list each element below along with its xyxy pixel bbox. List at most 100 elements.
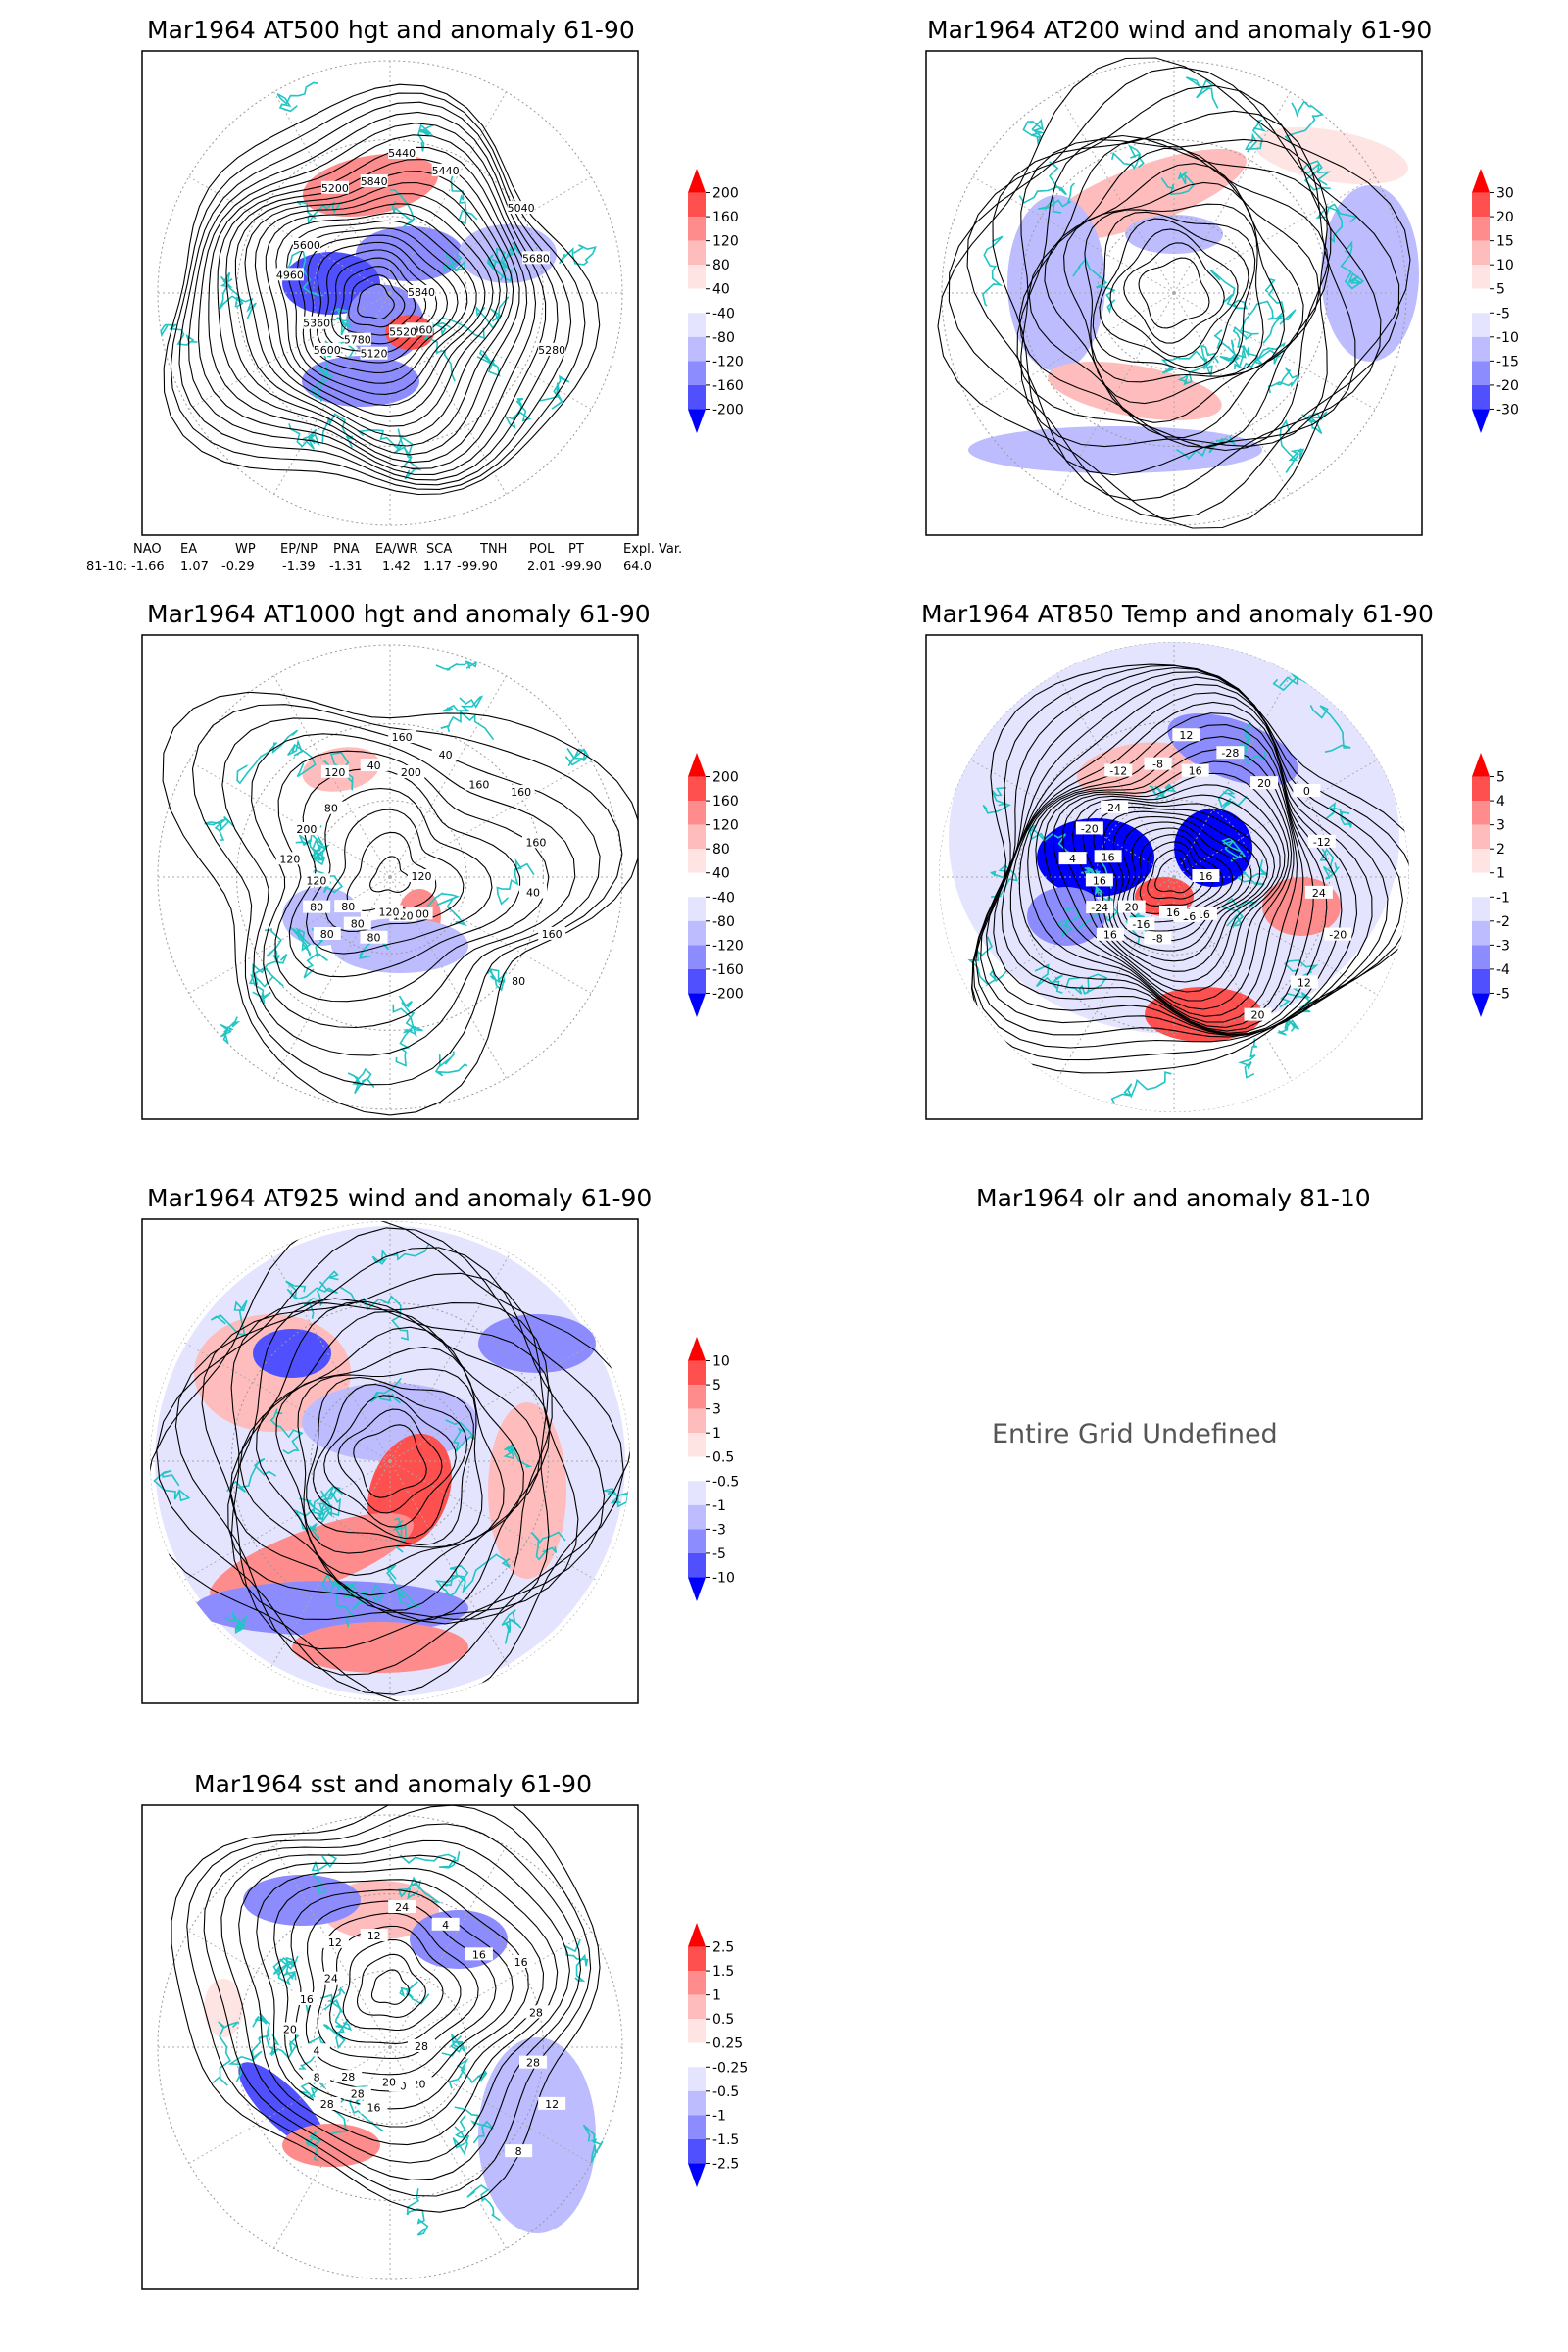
contour-line bbox=[234, 171, 514, 447]
panel-title-200wind: Mar1964 AT200 wind and anomaly 61-90 bbox=[927, 16, 1433, 44]
contour-label: 16 bbox=[514, 1956, 528, 1969]
coastline bbox=[452, 2114, 470, 2156]
colorbar-swatch bbox=[688, 2115, 706, 2139]
contour-line bbox=[286, 220, 477, 395]
colorbar-label: -1 bbox=[712, 1498, 726, 1514]
colorbar-swatch bbox=[1472, 968, 1490, 994]
contour-line bbox=[217, 146, 528, 464]
colorbar-swatch bbox=[688, 776, 706, 802]
colorbar-label: 200 bbox=[712, 186, 739, 202]
contour-label: -8 bbox=[1152, 933, 1163, 946]
colorbar-swatch bbox=[1472, 945, 1490, 969]
contour-label: -12 bbox=[1313, 836, 1331, 849]
streamline bbox=[230, 1302, 550, 1620]
contour-label: 12 bbox=[545, 2098, 559, 2111]
index-header: EP/NP bbox=[280, 542, 318, 557]
colorbar-swatch bbox=[1472, 920, 1490, 946]
colorbar-swatch bbox=[1472, 776, 1490, 802]
contour-label: 4960 bbox=[276, 269, 304, 281]
coastline bbox=[1160, 344, 1216, 374]
contour-label: 24 bbox=[1312, 887, 1326, 900]
contour-label: 5520 bbox=[389, 325, 416, 338]
colorbar-label: 4 bbox=[1496, 794, 1505, 809]
coastline bbox=[296, 200, 342, 225]
index-header: SCA bbox=[426, 542, 453, 557]
coastline bbox=[287, 738, 317, 778]
colorbar-label: 160 bbox=[712, 794, 739, 809]
contour-label: 80 bbox=[351, 918, 365, 931]
meridian-line bbox=[389, 1252, 511, 1462]
map-sst: 2828242020161612128401628281284162024282… bbox=[141, 1804, 748, 2290]
coastline bbox=[1272, 672, 1307, 692]
colorbar-label: -160 bbox=[712, 378, 744, 394]
colorbar: 10 5 3 1 0.5 -0.5 -1 -3 -5 -10 bbox=[688, 1337, 739, 1601]
colorbar-arrow-top bbox=[688, 753, 706, 777]
coastline bbox=[434, 1051, 468, 1077]
index-header: POL bbox=[529, 542, 555, 557]
contour-label: 0 bbox=[400, 2080, 407, 2092]
contour-label: 160 bbox=[468, 778, 489, 791]
colorbar-label: 1 bbox=[1496, 866, 1505, 882]
coastline bbox=[1238, 1038, 1258, 1079]
streamline bbox=[323, 1395, 457, 1528]
colorbar-swatch bbox=[688, 1946, 706, 1972]
contour-line bbox=[970, 663, 1409, 1074]
colorbar-label: -5 bbox=[1496, 306, 1510, 321]
colorbar-swatch bbox=[688, 1408, 706, 1434]
contour-line bbox=[254, 193, 501, 427]
colorbar-label: -40 bbox=[712, 890, 735, 906]
colorbar-swatch bbox=[1472, 192, 1490, 218]
contour-line bbox=[191, 704, 623, 1086]
colorbar-swatch bbox=[1472, 217, 1490, 241]
coastline bbox=[1221, 837, 1247, 862]
contour-label: 28 bbox=[526, 2057, 540, 2070]
contour-label: 16 bbox=[1189, 765, 1202, 778]
colorbar-label: 200 bbox=[712, 770, 739, 786]
index-value: 2.01 bbox=[527, 560, 556, 574]
colorbar-swatch bbox=[688, 1529, 706, 1553]
contour-label: 20 bbox=[1251, 1009, 1265, 1022]
coastline bbox=[1319, 848, 1341, 880]
index-value: 1.17 bbox=[423, 560, 452, 574]
contour-label: 16 bbox=[472, 1948, 486, 1961]
colorbar-swatch bbox=[1472, 313, 1490, 337]
coastline bbox=[250, 974, 284, 1004]
coastline bbox=[290, 926, 312, 958]
index-value: -1.31 bbox=[329, 560, 363, 574]
coastline bbox=[1309, 705, 1351, 753]
coastline bbox=[399, 1981, 430, 2005]
colorbar-swatch bbox=[1472, 384, 1490, 410]
map-1000hgt: 120 80 160 200 120 160 80 120 160 80 40 120 200 160 80… bbox=[141, 634, 744, 1120]
coastline bbox=[1234, 349, 1284, 370]
cold-anomaly-shading bbox=[1007, 195, 1105, 371]
colorbar-swatch bbox=[688, 968, 706, 994]
streamline bbox=[306, 1376, 474, 1546]
map-frame bbox=[925, 634, 1423, 1120]
contour-line bbox=[1112, 815, 1252, 942]
meridian-line bbox=[270, 1252, 391, 1462]
map-200wind: 30 20 15 10 5 -5 -10 -15 -20 -30 bbox=[925, 50, 1519, 536]
meridian-line bbox=[181, 1341, 391, 1462]
contour-label: 28 bbox=[351, 2088, 365, 2101]
colorbar-swatch bbox=[688, 240, 706, 266]
coastline bbox=[1077, 892, 1119, 930]
contour-line bbox=[1044, 760, 1293, 1010]
contour-label: 12 bbox=[1179, 729, 1193, 742]
cold-anomaly-shading bbox=[356, 226, 464, 281]
coastline bbox=[204, 816, 235, 841]
coastline bbox=[272, 1955, 299, 1981]
coastline bbox=[559, 244, 597, 266]
contour-line bbox=[274, 750, 550, 1003]
colorbar-label: -15 bbox=[1496, 354, 1519, 369]
colorbar-arrow-top bbox=[688, 1337, 706, 1361]
colorbar-label: 2 bbox=[1496, 842, 1505, 858]
map-frame bbox=[141, 50, 639, 536]
colorbar-label: -0.5 bbox=[712, 1474, 739, 1490]
colorbar-arrow-bottom bbox=[688, 993, 706, 1017]
colorbar-label: -0.5 bbox=[712, 2084, 739, 2100]
coastline bbox=[990, 864, 1018, 899]
colorbar-label: -0.25 bbox=[712, 2060, 748, 2076]
coastline bbox=[435, 660, 477, 671]
streamline bbox=[1018, 137, 1330, 449]
coastline bbox=[1237, 859, 1269, 886]
